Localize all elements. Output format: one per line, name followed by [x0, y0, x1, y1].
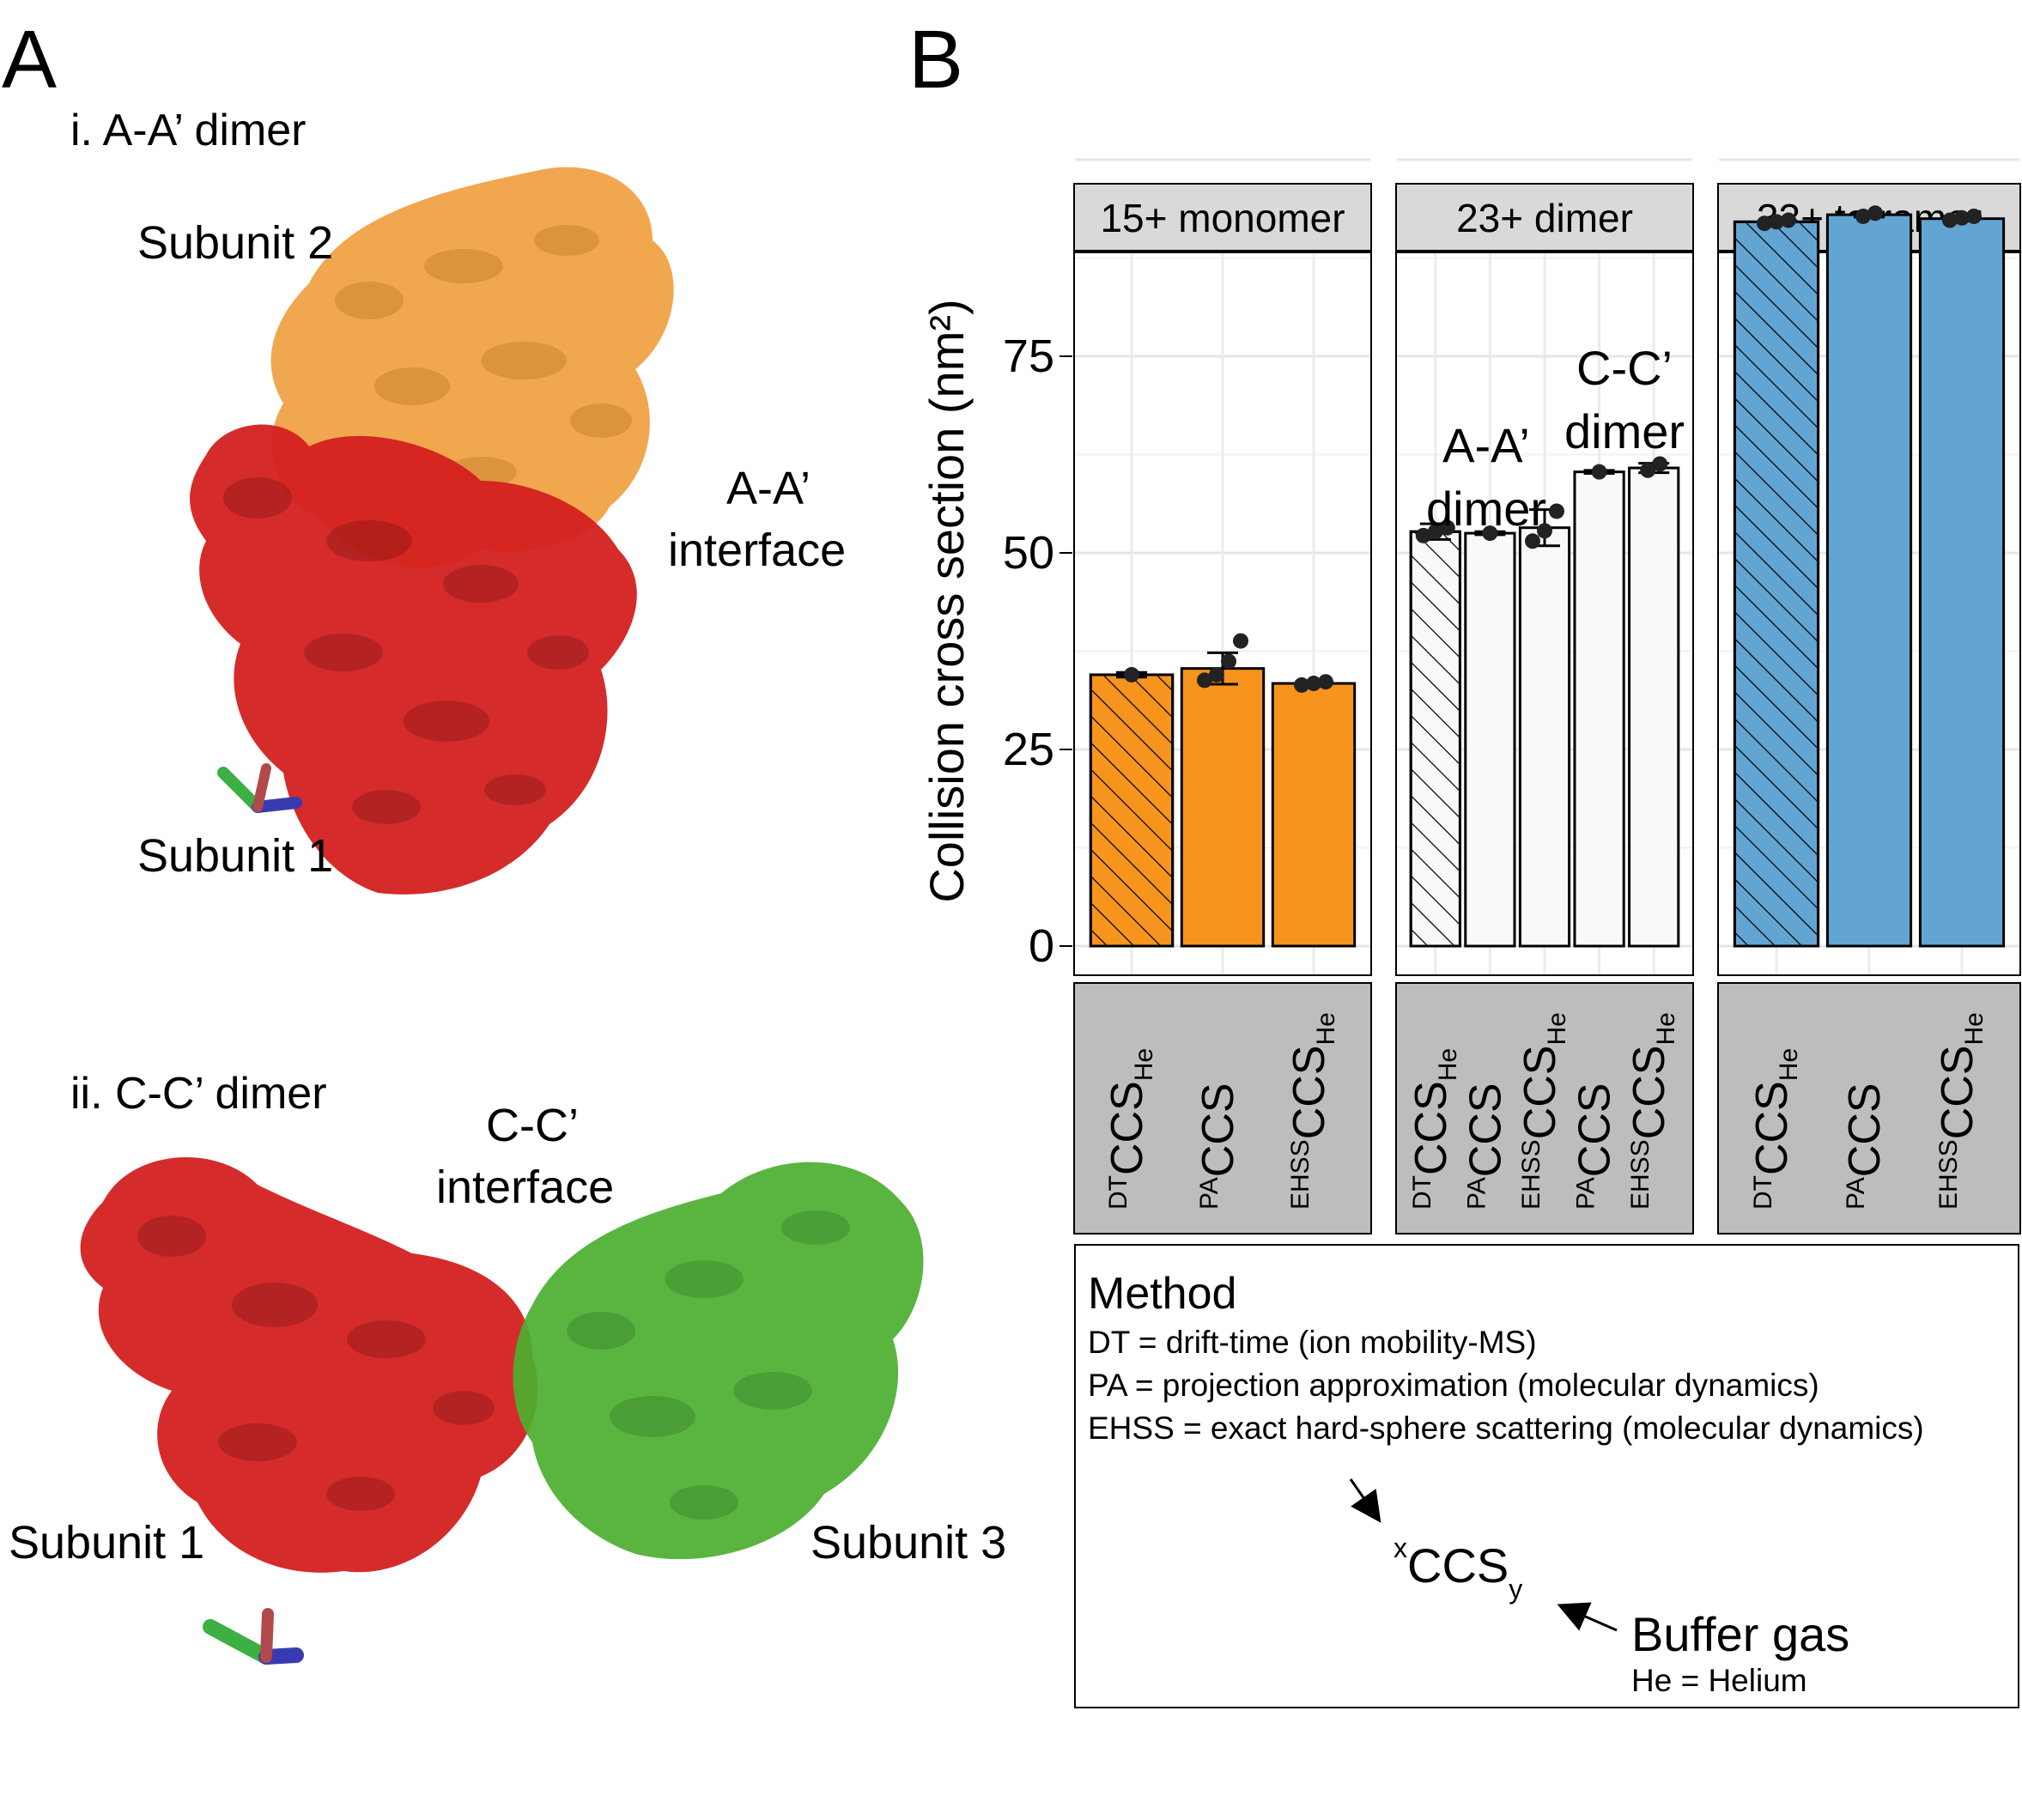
cc-dimer-structure [80, 1156, 924, 1665]
data-point-1-0-2 [1439, 519, 1455, 536]
data-point-0-2-2 [1318, 674, 1333, 690]
method-label-2-2: EHSSCCSHe [1933, 1012, 1989, 1210]
bar-hatch-0-0 [1089, 673, 1175, 948]
ccs-bar-chart: 0 25 50 75 Collision cross section (nm²) 15+ … [920, 158, 2021, 1235]
method-label-0-2: EHSSCCSHe [1284, 1012, 1340, 1210]
method-label-2-0: DTCCSHe [1747, 1048, 1803, 1210]
facet-title-0: 15+ monomer [1100, 196, 1345, 240]
facet-strip-1 [1395, 183, 1694, 252]
label-aa-interface-1: A-A’ [726, 463, 811, 514]
data-point-2-1-1 [1867, 205, 1883, 221]
data-point-0-1-3 [1233, 633, 1248, 649]
ccs-formula: xCCSy [1394, 1532, 1523, 1605]
data-point-2-2-0 [1942, 212, 1958, 228]
arrow-method [1349, 1478, 1381, 1523]
data-point-0-2-1 [1306, 676, 1321, 692]
buffer-gas-note: He = Helium [1631, 1663, 1807, 1698]
label-subunit-2: Subunit 2 [137, 217, 334, 269]
legend-line-dt: DT = drift-time (ion mobility-MS) [1088, 1325, 1537, 1360]
annotation-aa-2: dimer [1426, 482, 1546, 536]
bar-0-1 [1180, 667, 1266, 948]
axes-glyph-2 [203, 1608, 304, 1665]
data-point-1-2-0 [1525, 533, 1540, 549]
dimer2-title: ii. C-C’ dimer [70, 1069, 327, 1119]
bar-1-2 [1518, 526, 1571, 948]
method-label-1-2: EHSSCCSHe [1515, 1012, 1571, 1210]
subunit-1-blob [190, 424, 637, 895]
bar-hatch-2-0 [1733, 220, 1820, 948]
annotation-aa-1: A-A’ [1442, 418, 1530, 472]
data-point-2-2-2 [1966, 208, 1982, 224]
method-label-strip-0 [1073, 982, 1372, 1235]
data-point-2-2-1 [1954, 209, 1970, 226]
method-label-0-0: DTCCSHe [1102, 1048, 1158, 1210]
y-tick-label-2: 50 [1003, 527, 1054, 579]
dimer1-title: i. A-A’ dimer [70, 106, 307, 155]
label-subunit-1-top: Subunit 1 [137, 830, 334, 882]
data-point-2-0-2 [1781, 212, 1796, 228]
legend-title: Method [1088, 1269, 1237, 1319]
data-point-1-3-0 [1591, 464, 1607, 480]
panel-b-letter: B [908, 14, 964, 106]
data-point-0-1-2 [1221, 653, 1236, 670]
label-subunit-1-bottom: Subunit 1 [9, 1517, 205, 1568]
y-tick-label-3: 75 [1003, 331, 1054, 382]
data-point-2-0-1 [1769, 214, 1784, 230]
data-point-1-1-0 [1482, 525, 1498, 542]
facet-strip-0 [1073, 183, 1372, 252]
data-point-1-0-1 [1427, 524, 1443, 540]
bar-1-1 [1464, 531, 1516, 948]
annotation-cc-2: dimer [1564, 404, 1685, 458]
bar-2-2 [1918, 217, 2006, 948]
method-label-strip-1 [1395, 982, 1694, 1235]
facet-title-1: 23+ dimer [1456, 196, 1633, 240]
arrow-buffer [1557, 1602, 1618, 1632]
label-subunit-3: Subunit 3 [811, 1517, 1007, 1568]
aa-dimer-structure [190, 167, 674, 895]
data-point-0-1-1 [1209, 666, 1224, 682]
bar-0-2 [1271, 682, 1357, 948]
method-label-2-1: PACCS [1840, 1083, 1890, 1210]
subunit-1-blob-2 [80, 1156, 538, 1573]
subunit-3-blob [513, 1162, 924, 1560]
label-aa-interface-2: interface [668, 525, 847, 576]
bar-1-4 [1628, 466, 1680, 948]
data-point-2-1-0 [1855, 208, 1871, 224]
bar-2-1 [1825, 213, 1913, 948]
y-tick-label-1: 25 [1003, 724, 1054, 775]
data-point-1-0-0 [1415, 527, 1431, 543]
panel-a-letter: A [2, 14, 58, 106]
method-label-1-0: DTCCSHe [1406, 1048, 1462, 1210]
bar-hatch-1-0 [1409, 530, 1461, 948]
data-point-1-2-1 [1537, 523, 1552, 539]
method-label-1-4: EHSSCCSHe [1624, 1012, 1680, 1210]
method-label-strip-2 [1717, 982, 2021, 1235]
data-point-1-4-0 [1640, 462, 1656, 478]
legend-line-pa: PA = projection approximation (molecular… [1088, 1368, 1819, 1403]
label-cc-interface-2: interface [436, 1162, 615, 1213]
method-label-1-3: PACCS [1570, 1083, 1620, 1210]
legend-line-ehss: EHSS = exact hard-sphere scattering (mol… [1088, 1410, 1924, 1446]
data-point-0-1-0 [1197, 672, 1212, 689]
y-tick-label-0: 0 [1029, 920, 1054, 972]
bar-1-3 [1573, 470, 1625, 948]
data-point-1-2-2 [1549, 503, 1564, 519]
label-cc-interface-1: C-C’ [486, 1100, 579, 1151]
legend-arrows [1349, 1478, 1618, 1632]
data-point-0-2-0 [1294, 676, 1309, 693]
axes-glyph-1 [217, 763, 302, 813]
data-point-1-4-1 [1652, 456, 1668, 472]
method-label-0-1: PACCS [1193, 1083, 1243, 1210]
method-legend: Method DT = drift-time (ion mobility-MS)… [1074, 1244, 2019, 1708]
buffer-gas-label: Buffer gas [1631, 1607, 1850, 1661]
annotation-cc-1: C-C’ [1576, 341, 1673, 395]
data-point-0-0-0 [1124, 666, 1139, 682]
method-label-1-1: PACCS [1460, 1083, 1510, 1210]
y-axis-label: Collision cross section (nm²) [920, 299, 974, 902]
data-point-2-0-0 [1757, 215, 1772, 232]
